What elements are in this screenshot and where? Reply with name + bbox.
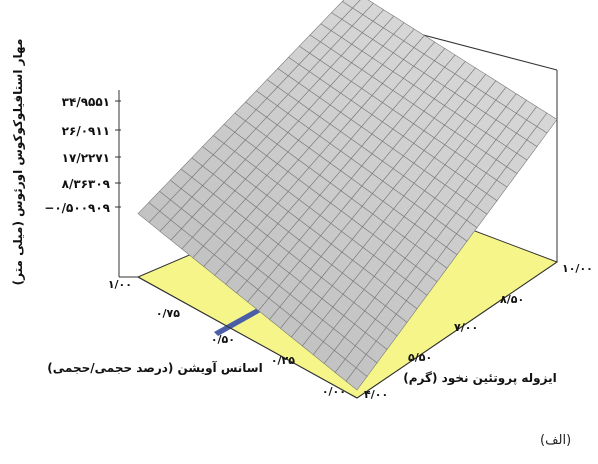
- figure-caption: (الف): [540, 433, 572, 448]
- x-tick-labels: ۱/۰۰ ۰/۷۵ ۰/۵۰ ۰/۲۵ ۰/۰۰: [108, 278, 346, 398]
- x-tick-label-0: ۱/۰۰: [108, 278, 132, 291]
- z-tick-label-2: ۱۷/۲۲۷۱: [62, 151, 110, 165]
- y-axis-title: ایزوله پروتئین نخود (گرم): [403, 371, 556, 386]
- x-tick-label-4: ۰/۰۰: [322, 385, 346, 398]
- x-tick-label-3: ۰/۲۵: [271, 354, 295, 367]
- y-tick-label-4: ۴/۰۰: [364, 388, 388, 401]
- y-tick-label-0: ۱۰/۰۰: [562, 262, 593, 275]
- z-tick-labels: ۳۴/۹۵۵۱ ۲۶/۰۹۱۱ ۱۷/۲۲۷۱ ۸/۳۶۳۰۹ −۰/۵۰۰۹۰…: [44, 95, 110, 215]
- z-tick-label-4: −۰/۵۰۰۹۰۹: [44, 201, 110, 215]
- x-tick-label-1: ۰/۷۵: [156, 307, 180, 320]
- x-tick-label-2: ۰/۵۰: [211, 333, 235, 346]
- y-tick-label-3: ۵/۵۰: [408, 351, 432, 364]
- y-tick-label-2: ۷/۰۰: [454, 321, 478, 334]
- response-surface: [137, 0, 558, 391]
- z-axis-title: مهار استافیلوکوکوس اورئوس (میلی متر): [11, 39, 26, 286]
- y-tick-label-1: ۸/۵۰: [500, 293, 524, 306]
- x-axis-title: اسانس آویشن (درصد حجمی/حجمی): [47, 360, 262, 376]
- y-tick-labels: ۱۰/۰۰ ۸/۵۰ ۷/۰۰ ۵/۵۰ ۴/۰۰: [364, 262, 593, 401]
- surface-cell: [137, 202, 161, 223]
- z-tick-label-0: ۳۴/۹۵۵۱: [62, 95, 110, 109]
- z-tick-label-1: ۲۶/۰۹۱۱: [62, 124, 110, 138]
- z-tick-label-3: ۸/۳۶۳۰۹: [62, 177, 111, 191]
- z-axis-ticks: [115, 100, 121, 208]
